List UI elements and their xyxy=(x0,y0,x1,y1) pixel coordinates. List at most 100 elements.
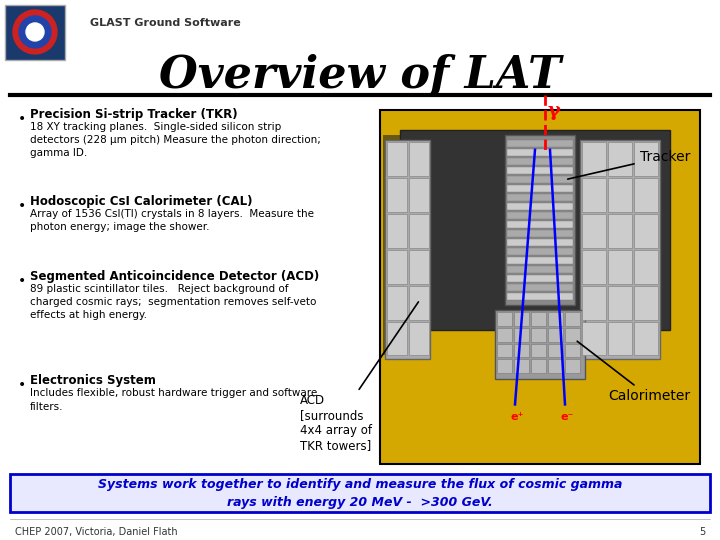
Bar xyxy=(507,221,573,228)
Circle shape xyxy=(26,23,44,41)
Bar xyxy=(634,321,658,355)
Bar xyxy=(582,286,606,320)
Bar xyxy=(582,321,606,355)
Bar xyxy=(531,360,546,374)
Bar xyxy=(507,167,573,174)
Bar xyxy=(582,249,606,284)
Bar xyxy=(507,158,573,165)
Bar xyxy=(514,312,529,326)
Bar xyxy=(409,286,429,320)
Bar xyxy=(634,286,658,320)
Bar xyxy=(507,202,573,210)
Bar xyxy=(531,328,546,341)
Bar xyxy=(497,328,512,341)
Text: e⁻: e⁻ xyxy=(560,413,574,422)
Bar xyxy=(383,135,401,354)
FancyBboxPatch shape xyxy=(380,110,700,464)
Text: Systems work together to identify and measure the flux of cosmic gamma
rays with: Systems work together to identify and me… xyxy=(98,478,622,509)
Bar xyxy=(548,343,563,357)
FancyBboxPatch shape xyxy=(580,140,660,360)
Bar xyxy=(514,343,529,357)
Bar xyxy=(608,178,632,212)
Bar xyxy=(507,248,573,255)
Text: Precision Si-strip Tracker (TKR): Precision Si-strip Tracker (TKR) xyxy=(30,108,238,121)
Bar xyxy=(582,142,606,176)
Text: Hodoscopic CsI Calorimeter (CAL): Hodoscopic CsI Calorimeter (CAL) xyxy=(30,195,253,208)
Bar xyxy=(387,249,407,284)
Text: •: • xyxy=(18,112,26,126)
Bar xyxy=(634,249,658,284)
Bar xyxy=(409,142,429,176)
FancyBboxPatch shape xyxy=(495,309,585,380)
Bar xyxy=(387,214,407,248)
Text: Electronics System: Electronics System xyxy=(30,374,156,388)
Bar xyxy=(507,194,573,201)
Bar xyxy=(608,214,632,248)
Text: Calorimeter: Calorimeter xyxy=(577,341,690,403)
Bar xyxy=(409,214,429,248)
Bar xyxy=(608,321,632,355)
Bar xyxy=(548,360,563,374)
Text: •: • xyxy=(18,274,26,288)
Bar xyxy=(387,321,407,355)
Text: Includes flexible, robust hardware trigger and software
filters.: Includes flexible, robust hardware trigg… xyxy=(30,388,318,411)
Bar xyxy=(507,275,573,281)
Bar xyxy=(497,312,512,326)
Text: 5: 5 xyxy=(698,527,705,537)
Bar xyxy=(507,230,573,237)
Text: e⁺: e⁺ xyxy=(510,413,523,422)
Text: Tracker: Tracker xyxy=(567,150,690,179)
Text: •: • xyxy=(18,379,26,393)
Bar xyxy=(634,142,658,176)
Bar xyxy=(548,312,563,326)
Bar xyxy=(514,328,529,341)
Bar xyxy=(531,343,546,357)
Bar xyxy=(409,321,429,355)
Bar xyxy=(507,266,573,273)
Bar xyxy=(507,284,573,291)
Bar xyxy=(634,214,658,248)
Bar xyxy=(582,214,606,248)
Text: •: • xyxy=(18,199,26,213)
Bar xyxy=(514,360,529,374)
Bar xyxy=(548,328,563,341)
Bar xyxy=(507,140,573,147)
Text: ACD
[surrounds
4x4 array of
TKR towers]: ACD [surrounds 4x4 array of TKR towers] xyxy=(300,302,418,453)
Polygon shape xyxy=(5,5,65,60)
Bar xyxy=(634,178,658,212)
FancyBboxPatch shape xyxy=(505,135,575,305)
Circle shape xyxy=(19,16,51,48)
Bar xyxy=(387,142,407,176)
Bar xyxy=(497,343,512,357)
Bar xyxy=(575,135,587,354)
Text: GLAST Ground Software: GLAST Ground Software xyxy=(90,18,240,28)
FancyBboxPatch shape xyxy=(385,140,430,360)
Text: CHEP 2007, Victoria, Daniel Flath: CHEP 2007, Victoria, Daniel Flath xyxy=(15,527,178,537)
Bar xyxy=(565,328,580,341)
Bar xyxy=(565,312,580,326)
Bar xyxy=(608,142,632,176)
Text: γ: γ xyxy=(548,102,561,120)
Bar xyxy=(565,360,580,374)
Bar xyxy=(507,149,573,156)
Bar xyxy=(507,212,573,219)
Bar xyxy=(409,249,429,284)
Bar xyxy=(387,178,407,212)
Text: Overview of LAT: Overview of LAT xyxy=(159,53,561,97)
Bar xyxy=(497,360,512,374)
Text: Array of 1536 CsI(Tl) crystals in 8 layers.  Measure the
photon energy; image th: Array of 1536 CsI(Tl) crystals in 8 laye… xyxy=(30,208,314,232)
Text: 89 plastic scintillator tiles.   Reject background of
charged cosmic rays;  segm: 89 plastic scintillator tiles. Reject ba… xyxy=(30,284,316,320)
Bar xyxy=(387,286,407,320)
Bar xyxy=(507,239,573,246)
Bar xyxy=(409,178,429,212)
Bar xyxy=(507,176,573,183)
Bar xyxy=(507,293,573,300)
Bar xyxy=(608,249,632,284)
Circle shape xyxy=(13,10,57,54)
FancyBboxPatch shape xyxy=(10,474,710,512)
FancyBboxPatch shape xyxy=(400,130,670,329)
Text: Segmented Anticoincidence Detector (ACD): Segmented Anticoincidence Detector (ACD) xyxy=(30,269,319,282)
Bar xyxy=(507,256,573,264)
Bar xyxy=(582,178,606,212)
Bar xyxy=(531,312,546,326)
